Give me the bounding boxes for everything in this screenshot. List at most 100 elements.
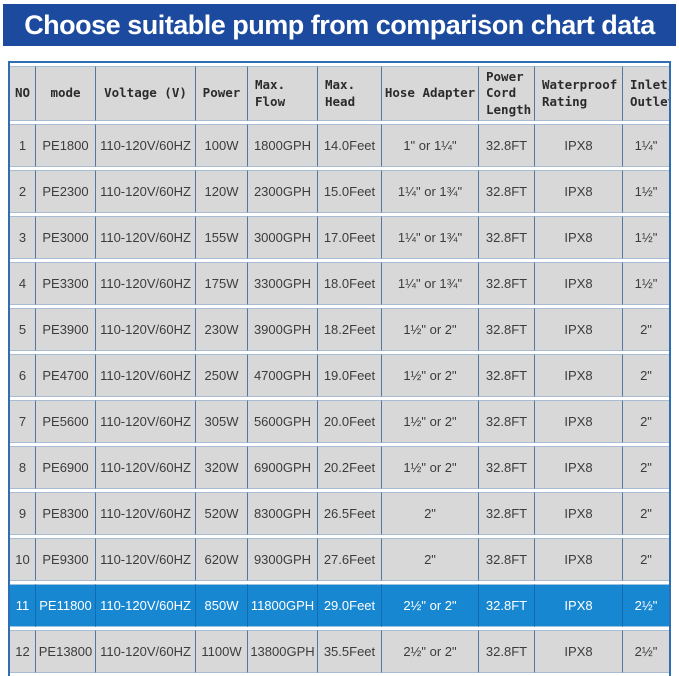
cell-cord: 32.8FT (479, 262, 535, 305)
column-header-voltage: Voltage (V) (96, 66, 196, 121)
cell-no: 11 (10, 584, 36, 627)
cell-mode: PE5600 (36, 400, 96, 443)
cell-inlet: 1¼" (623, 124, 669, 167)
table-row: 3 PE3000 110-120V/60HZ 155W 3000GPH 17.0Feet 1… (10, 216, 669, 259)
cell-waterproof: IPX8 (535, 124, 623, 167)
cell-hose: 2" (382, 538, 479, 581)
cell-no: 9 (10, 492, 36, 535)
cell-cord: 32.8FT (479, 492, 535, 535)
cell-inlet: 2" (623, 400, 669, 443)
table-container: NO mode Voltage (V) Power Max. Flow Max. Head… (3, 46, 676, 676)
cell-cord: 32.8FT (479, 216, 535, 259)
cell-cord: 32.8FT (479, 446, 535, 489)
cell-mode: PE6900 (36, 446, 96, 489)
cell-voltage: 110-120V/60HZ (96, 354, 196, 397)
cell-no: 2 (10, 170, 36, 213)
cell-hose: 1¼" or 1¾" (382, 262, 479, 305)
column-header-hose: Hose Adapter (382, 66, 479, 121)
cell-max-head: 19.0Feet (318, 354, 382, 397)
cell-power: 250W (196, 354, 248, 397)
cell-power: 230W (196, 308, 248, 351)
cell-voltage: 110-120V/60HZ (96, 262, 196, 305)
table-row: 1 PE1800 110-120V/60HZ 100W 1800GPH 14.0Feet 1… (10, 124, 669, 167)
cell-max-flow: 2300GPH (248, 170, 318, 213)
column-header-cord: Power Cord Length (479, 66, 535, 121)
cell-hose: 1¼" or 1¾" (382, 216, 479, 259)
cell-inlet: 2" (623, 446, 669, 489)
table-row: 6 PE4700 110-120V/60HZ 250W 4700GPH 19.0Feet 1… (10, 354, 669, 397)
column-header-inlet: Inlet/ Outlet (623, 66, 669, 121)
cell-hose: 2½" or 2" (382, 584, 479, 627)
table-row: 2 PE2300 110-120V/60HZ 120W 2300GPH 15.0Feet 1… (10, 170, 669, 213)
cell-hose: 1¼" or 1¾" (382, 170, 479, 213)
cell-inlet: 2½" (623, 630, 669, 673)
cell-inlet: 2" (623, 538, 669, 581)
cell-voltage: 110-120V/60HZ (96, 584, 196, 627)
cell-cord: 32.8FT (479, 538, 535, 581)
cell-mode: PE1800 (36, 124, 96, 167)
cell-waterproof: IPX8 (535, 308, 623, 351)
cell-inlet: 1½" (623, 216, 669, 259)
cell-voltage: 110-120V/60HZ (96, 538, 196, 581)
cell-inlet: 2" (623, 308, 669, 351)
cell-max-flow: 8300GPH (248, 492, 318, 535)
cell-max-flow: 3000GPH (248, 216, 318, 259)
cell-voltage: 110-120V/60HZ (96, 630, 196, 673)
cell-mode: PE3000 (36, 216, 96, 259)
header-row: NO mode Voltage (V) Power Max. Flow Max. Head… (10, 66, 669, 121)
cell-voltage: 110-120V/60HZ (96, 216, 196, 259)
cell-inlet: 1½" (623, 170, 669, 213)
cell-mode: PE11800 (36, 584, 96, 627)
table-row: 10 PE9300 110-120V/60HZ 620W 9300GPH 27.6Feet… (10, 538, 669, 581)
cell-hose: 1½" or 2" (382, 446, 479, 489)
cell-max-flow: 3900GPH (248, 308, 318, 351)
cell-voltage: 110-120V/60HZ (96, 492, 196, 535)
cell-max-flow: 11800GPH (248, 584, 318, 627)
cell-power: 305W (196, 400, 248, 443)
cell-inlet: 2" (623, 354, 669, 397)
cell-max-head: 20.2Feet (318, 446, 382, 489)
cell-no: 7 (10, 400, 36, 443)
cell-mode: PE8300 (36, 492, 96, 535)
cell-power: 1100W (196, 630, 248, 673)
cell-cord: 32.8FT (479, 354, 535, 397)
cell-max-head: 20.0Feet (318, 400, 382, 443)
cell-hose: 1½" or 2" (382, 308, 479, 351)
column-header-no: NO (10, 66, 36, 121)
cell-max-flow: 13800GPH (248, 630, 318, 673)
table-row: 12 PE13800 110-120V/60HZ 1100W 13800GPH 35.5F… (10, 630, 669, 673)
cell-max-flow: 1800GPH (248, 124, 318, 167)
cell-power: 320W (196, 446, 248, 489)
column-header-power: Power (196, 66, 248, 121)
cell-waterproof: IPX8 (535, 630, 623, 673)
cell-mode: PE3300 (36, 262, 96, 305)
cell-max-flow: 9300GPH (248, 538, 318, 581)
table-row-highlighted: 11 PE11800 110-120V/60HZ 850W 11800GPH 29.0Fe… (10, 584, 669, 627)
cell-max-flow: 4700GPH (248, 354, 318, 397)
cell-no: 4 (10, 262, 36, 305)
cell-voltage: 110-120V/60HZ (96, 170, 196, 213)
cell-no: 3 (10, 216, 36, 259)
cell-power: 175W (196, 262, 248, 305)
cell-cord: 32.8FT (479, 308, 535, 351)
cell-no: 8 (10, 446, 36, 489)
cell-mode: PE4700 (36, 354, 96, 397)
cell-voltage: 110-120V/60HZ (96, 124, 196, 167)
cell-power: 120W (196, 170, 248, 213)
table-row: 8 PE6900 110-120V/60HZ 320W 6900GPH 20.2Feet 1… (10, 446, 669, 489)
cell-max-head: 18.0Feet (318, 262, 382, 305)
cell-waterproof: IPX8 (535, 354, 623, 397)
cell-max-flow: 5600GPH (248, 400, 318, 443)
title-banner: Choose suitable pump from comparison cha… (3, 4, 676, 46)
column-header-max-flow: Max. Flow (248, 66, 318, 121)
cell-hose: 1½" or 2" (382, 354, 479, 397)
cell-voltage: 110-120V/60HZ (96, 400, 196, 443)
table-row: 5 PE3900 110-120V/60HZ 230W 3900GPH 18.2Feet 1… (10, 308, 669, 351)
cell-max-head: 15.0Feet (318, 170, 382, 213)
pump-comparison-table: NO mode Voltage (V) Power Max. Flow Max. Head… (8, 61, 671, 676)
cell-no: 12 (10, 630, 36, 673)
page-title: Choose suitable pump from comparison cha… (24, 9, 655, 40)
cell-waterproof: IPX8 (535, 492, 623, 535)
cell-power: 100W (196, 124, 248, 167)
